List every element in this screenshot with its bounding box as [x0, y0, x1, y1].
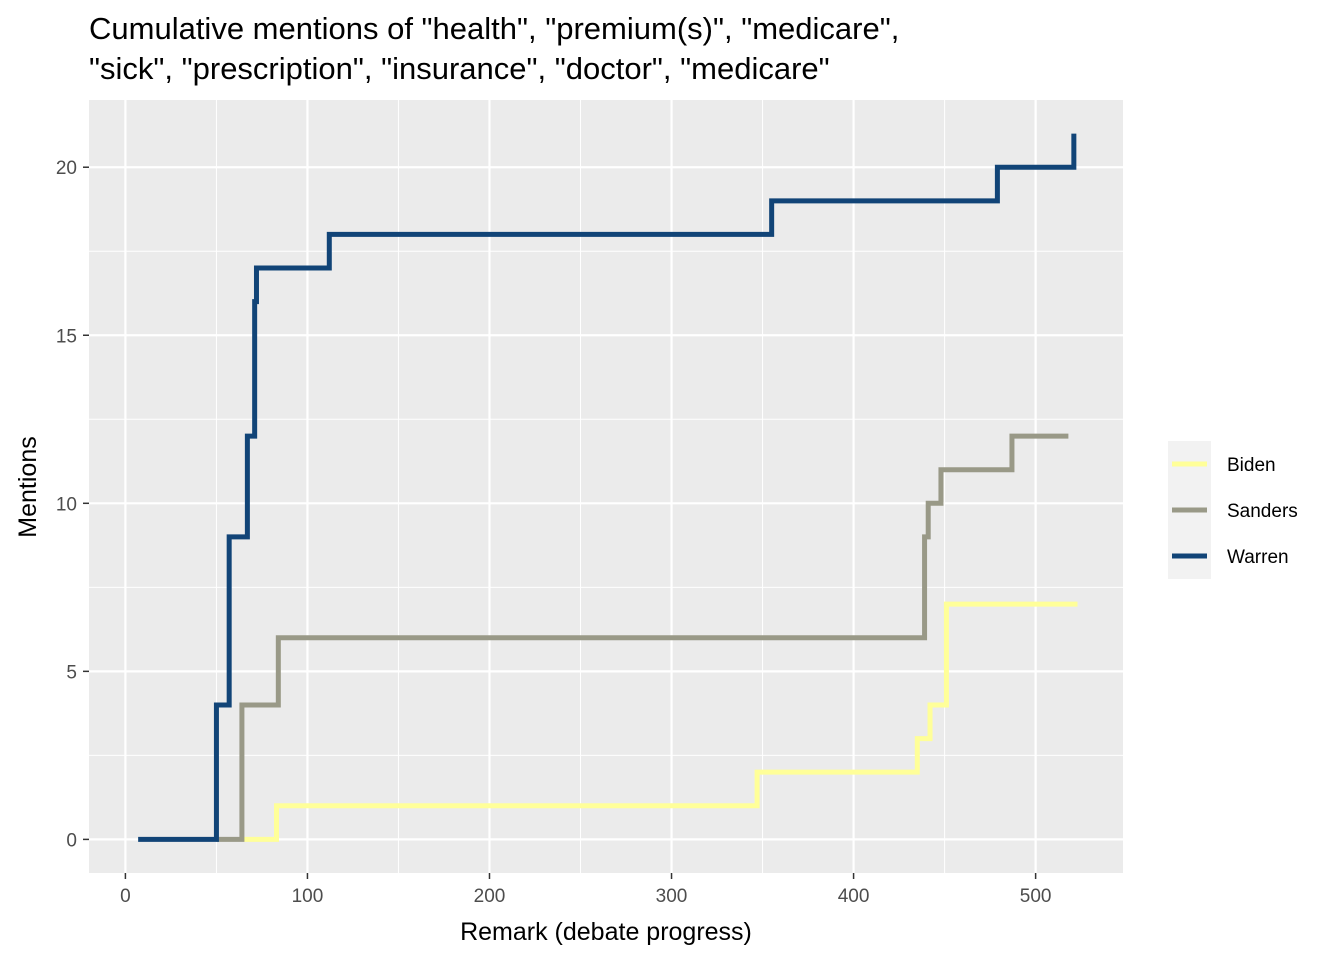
- x-axis-ticks: 0 100 200 300 400 500: [120, 873, 1051, 907]
- y-axis-ticks: 0 5 10 15 20: [56, 158, 89, 851]
- legend-label-biden: Biden: [1227, 455, 1276, 476]
- chart-title-line-2: "sick", "prescription", "insurance", "do…: [89, 51, 830, 86]
- series-line-biden: [243, 601, 1078, 842]
- x-tick-label: 200: [474, 886, 506, 907]
- chart-title: Cumulative mentions of "health", "premiu…: [89, 11, 899, 86]
- x-tick-label: 300: [656, 886, 688, 907]
- x-tick-label: 0: [120, 886, 131, 907]
- minor-gridlines: [89, 100, 1123, 873]
- legend-label-sanders: Sanders: [1227, 501, 1298, 522]
- chart-title-line-1: Cumulative mentions of "health", "premiu…: [89, 11, 899, 46]
- y-tick-label: 5: [66, 662, 77, 683]
- series-lines: [138, 133, 1078, 842]
- y-tick-label: 0: [66, 830, 77, 851]
- plot-panel: [89, 100, 1123, 873]
- x-tick-label: 500: [1020, 886, 1052, 907]
- x-tick-label: 100: [292, 886, 324, 907]
- series-line-sanders: [216, 433, 1069, 842]
- x-axis-title: Remark (debate progress): [460, 918, 752, 946]
- legend: Biden Sanders Warren: [1168, 441, 1298, 579]
- series-line-warren: [138, 133, 1077, 842]
- y-tick-label: 20: [56, 158, 77, 179]
- y-tick-label: 15: [56, 326, 77, 347]
- legend-label-warren: Warren: [1227, 547, 1289, 568]
- y-axis-title: Mentions: [14, 436, 42, 537]
- y-tick-label: 10: [56, 494, 77, 515]
- x-tick-label: 400: [838, 886, 870, 907]
